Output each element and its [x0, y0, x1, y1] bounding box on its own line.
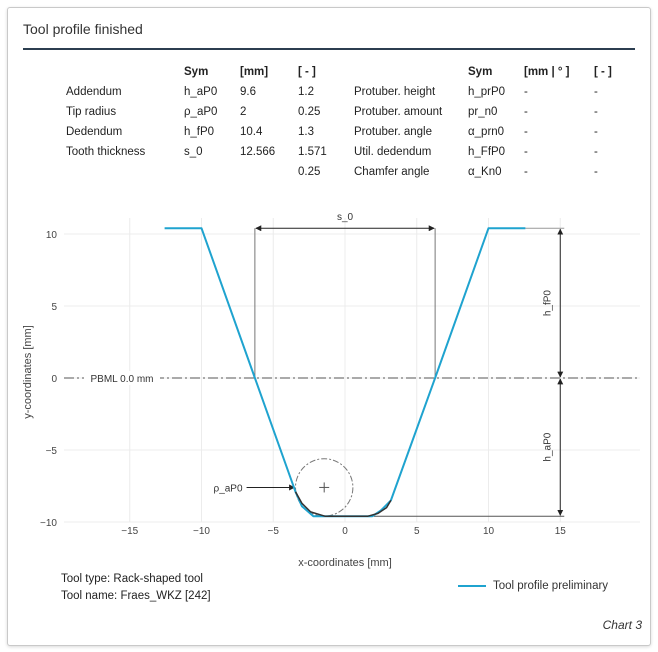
- table-row: Addendum h_aP0 9.6 1.2 Protuber. height h_prP…: [60, 82, 620, 102]
- chart-legend[interactable]: Tool profile preliminary: [458, 580, 608, 592]
- y-tick-label: −10: [40, 518, 57, 529]
- title-divider: [23, 48, 635, 50]
- table-cell: -: [594, 166, 598, 178]
- table-cell: α_prn0: [468, 126, 505, 138]
- table-cell: -: [594, 146, 598, 158]
- tool-type-text: Tool type: Rack-shaped tool: [61, 573, 203, 585]
- table-header: Sym: [468, 66, 493, 78]
- table-row: 0.25 Chamfer angle α_Kn0 - -: [60, 162, 620, 182]
- table-header: [ - ]: [298, 66, 316, 78]
- table-cell: -: [524, 166, 528, 178]
- table-cell: -: [524, 86, 528, 98]
- x-tick-label: 5: [414, 526, 420, 537]
- table-header: [ - ]: [594, 66, 612, 78]
- table-cell: h_FfP0: [468, 146, 506, 158]
- x-tick-label: 0: [342, 526, 348, 537]
- y-tick-label: 0: [51, 374, 57, 385]
- rho-label: ρ_aP0: [214, 483, 243, 494]
- hfp0-label: h_fP0: [542, 290, 553, 317]
- legend-swatch: [458, 585, 486, 587]
- table-header: [mm]: [240, 66, 269, 78]
- table-cell: pr_n0: [468, 106, 498, 118]
- s0-label: s_0: [337, 212, 354, 223]
- x-tick-label: 10: [483, 526, 495, 537]
- chart-panel: [7, 7, 651, 646]
- table-cell: ρ_aP0: [184, 106, 218, 118]
- x-axis-label: x-coordinates [mm]: [298, 557, 392, 569]
- pbml-label: PBML 0.0 mm: [91, 374, 154, 385]
- annotation-layer: PBML 0.0 mm s_0 h_fP0 h_aP0 ρ_aP0: [64, 212, 640, 517]
- chart-number-label: Chart 3: [602, 618, 642, 632]
- table-cell: 2: [240, 106, 247, 118]
- table-cell: 1.2: [298, 86, 314, 98]
- table-cell: Tooth thickness: [66, 146, 146, 158]
- table-row: Dedendum h_fP0 10.4 1.3 Protuber. angle α_prn…: [60, 122, 620, 142]
- table-cell: Addendum: [66, 86, 122, 98]
- y-tick-label: −5: [46, 446, 58, 457]
- table-cell: h_aP0: [184, 86, 218, 98]
- table-cell: 1.571: [298, 146, 327, 158]
- grid-layer: [64, 218, 640, 523]
- table-cell: 9.6: [240, 86, 256, 98]
- hap0-label: h_aP0: [542, 432, 553, 461]
- table-cell: 12.566: [240, 146, 276, 158]
- table-cell: Protuber. height: [354, 86, 436, 98]
- y-axis-label: y-coordinates [mm]: [22, 325, 34, 419]
- table-cell: s_0: [184, 146, 203, 158]
- x-tick-label: −5: [268, 526, 280, 537]
- pbml-label-bg: [84, 371, 160, 385]
- table-cell: -: [524, 106, 528, 118]
- series-layer: [164, 227, 526, 518]
- table-cell: -: [594, 106, 598, 118]
- table-row: Tip radius ρ_aP0 2 0.25 Protuber. amount pr_n…: [60, 102, 620, 122]
- table-cell: -: [594, 126, 598, 138]
- y-tick-label: 5: [51, 302, 57, 313]
- x-tick-label: −10: [193, 526, 210, 537]
- table-header: Sym: [184, 66, 209, 78]
- tool-name-text: Tool name: Fraes_WKZ [242]: [61, 590, 211, 602]
- table-cell: Protuber. angle: [354, 126, 433, 138]
- table-header-row: Sym [mm] [ - ] Sym [mm | ° ] [ - ]: [60, 62, 620, 82]
- axis-layer: −15 −10 −5 0 5 10 15 −10 −5 0 5 10: [40, 230, 566, 537]
- table-cell: 1.3: [298, 126, 314, 138]
- table-cell: Dedendum: [66, 126, 123, 138]
- parameter-table: Sym [mm] [ - ] Sym [mm | ° ] [ - ] Adden…: [60, 62, 620, 182]
- y-tick-label: 10: [46, 230, 58, 241]
- table-cell: Chamfer angle: [354, 166, 430, 178]
- table-cell: -: [524, 126, 528, 138]
- table-cell: h_prP0: [468, 86, 506, 98]
- table-header: [mm | ° ]: [524, 66, 570, 78]
- table-cell: -: [594, 86, 598, 98]
- table-cell: 10.4: [240, 126, 263, 138]
- table-cell: 0.25: [298, 106, 321, 118]
- table-cell: Util. dedendum: [354, 146, 432, 158]
- table-cell: -: [524, 146, 528, 158]
- x-tick-label: −15: [121, 526, 138, 537]
- table-cell: α_Kn0: [468, 166, 502, 178]
- table-cell: Tip radius: [66, 106, 117, 118]
- table-row: Tooth thickness s_0 12.566 1.571 Util. deden…: [60, 142, 620, 162]
- table-cell: Protuber. amount: [354, 106, 443, 118]
- x-tick-label: 15: [555, 526, 567, 537]
- table-cell: h_fP0: [184, 126, 215, 138]
- panel-title: Tool profile finished: [23, 21, 143, 37]
- series-line-finished: [294, 491, 392, 517]
- legend-label: Tool profile preliminary: [493, 580, 609, 592]
- table-cell: 0.25: [298, 166, 321, 178]
